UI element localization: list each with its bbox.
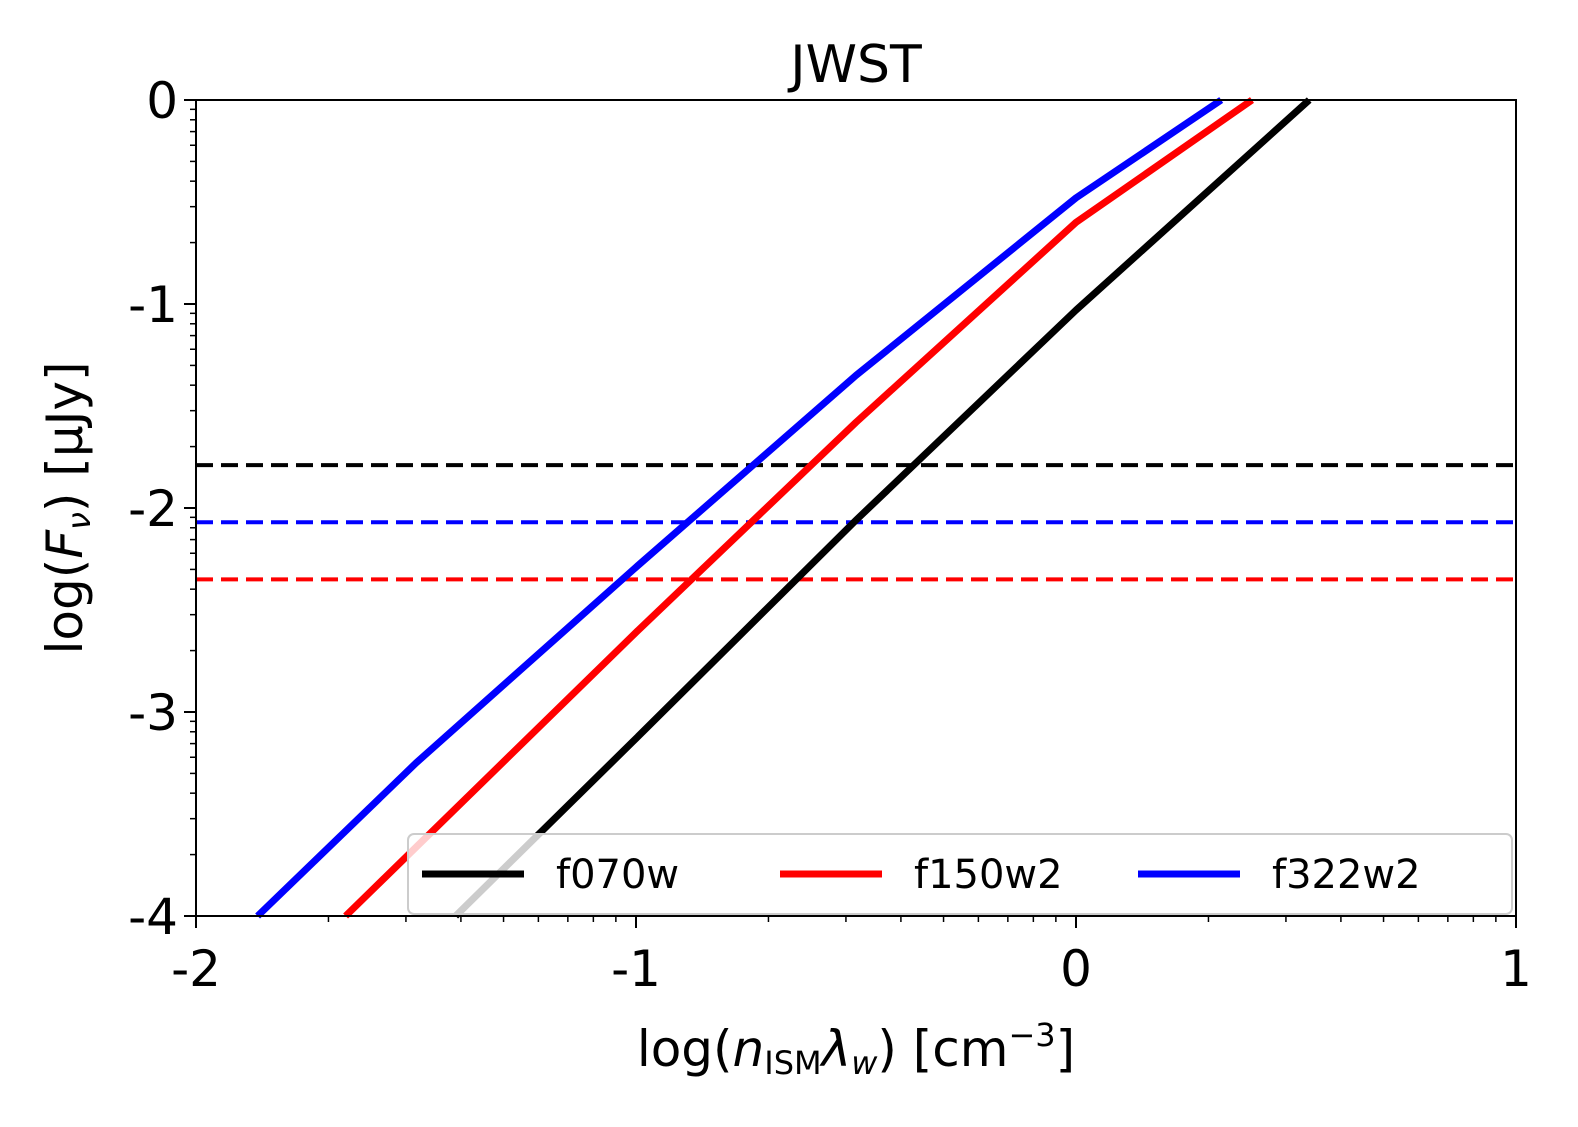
series-line-f150w2 xyxy=(343,97,1254,919)
series-line-f070w xyxy=(453,97,1312,919)
y-tick-label: -4 xyxy=(128,888,178,946)
y-tick-label: -1 xyxy=(128,276,178,334)
x-tick-label: 0 xyxy=(1060,940,1092,998)
x-axis-label: log(nISMλw) [cm−3] xyxy=(637,1016,1075,1082)
legend-label-f322w2: f322w2 xyxy=(1272,852,1421,898)
x-tick-label: -1 xyxy=(611,940,661,998)
legend-box xyxy=(407,833,1513,915)
x-tick-label: 1 xyxy=(1500,940,1532,998)
chart-title: JWST xyxy=(787,35,922,95)
plot-frame xyxy=(195,99,1517,917)
y-axis-ticks: 0 -1 -2 -3 -4 xyxy=(128,72,196,946)
legend: f070w f150w2 f322w2 xyxy=(407,833,1513,915)
series-lines xyxy=(255,97,1312,919)
x-tick-label: -2 xyxy=(171,940,221,998)
x-axis-ticks: -2 -1 0 1 xyxy=(171,916,1532,998)
legend-label-f070w: f070w xyxy=(556,852,679,898)
legend-label-f150w2: f150w2 xyxy=(914,852,1063,898)
y-tick-label: -3 xyxy=(128,684,178,742)
y-tick-label: -2 xyxy=(128,480,178,538)
y-axis-label: log(Fν) [μJy] xyxy=(36,362,98,655)
series-line-f322w2 xyxy=(255,97,1224,919)
y-tick-label: 0 xyxy=(146,72,178,130)
